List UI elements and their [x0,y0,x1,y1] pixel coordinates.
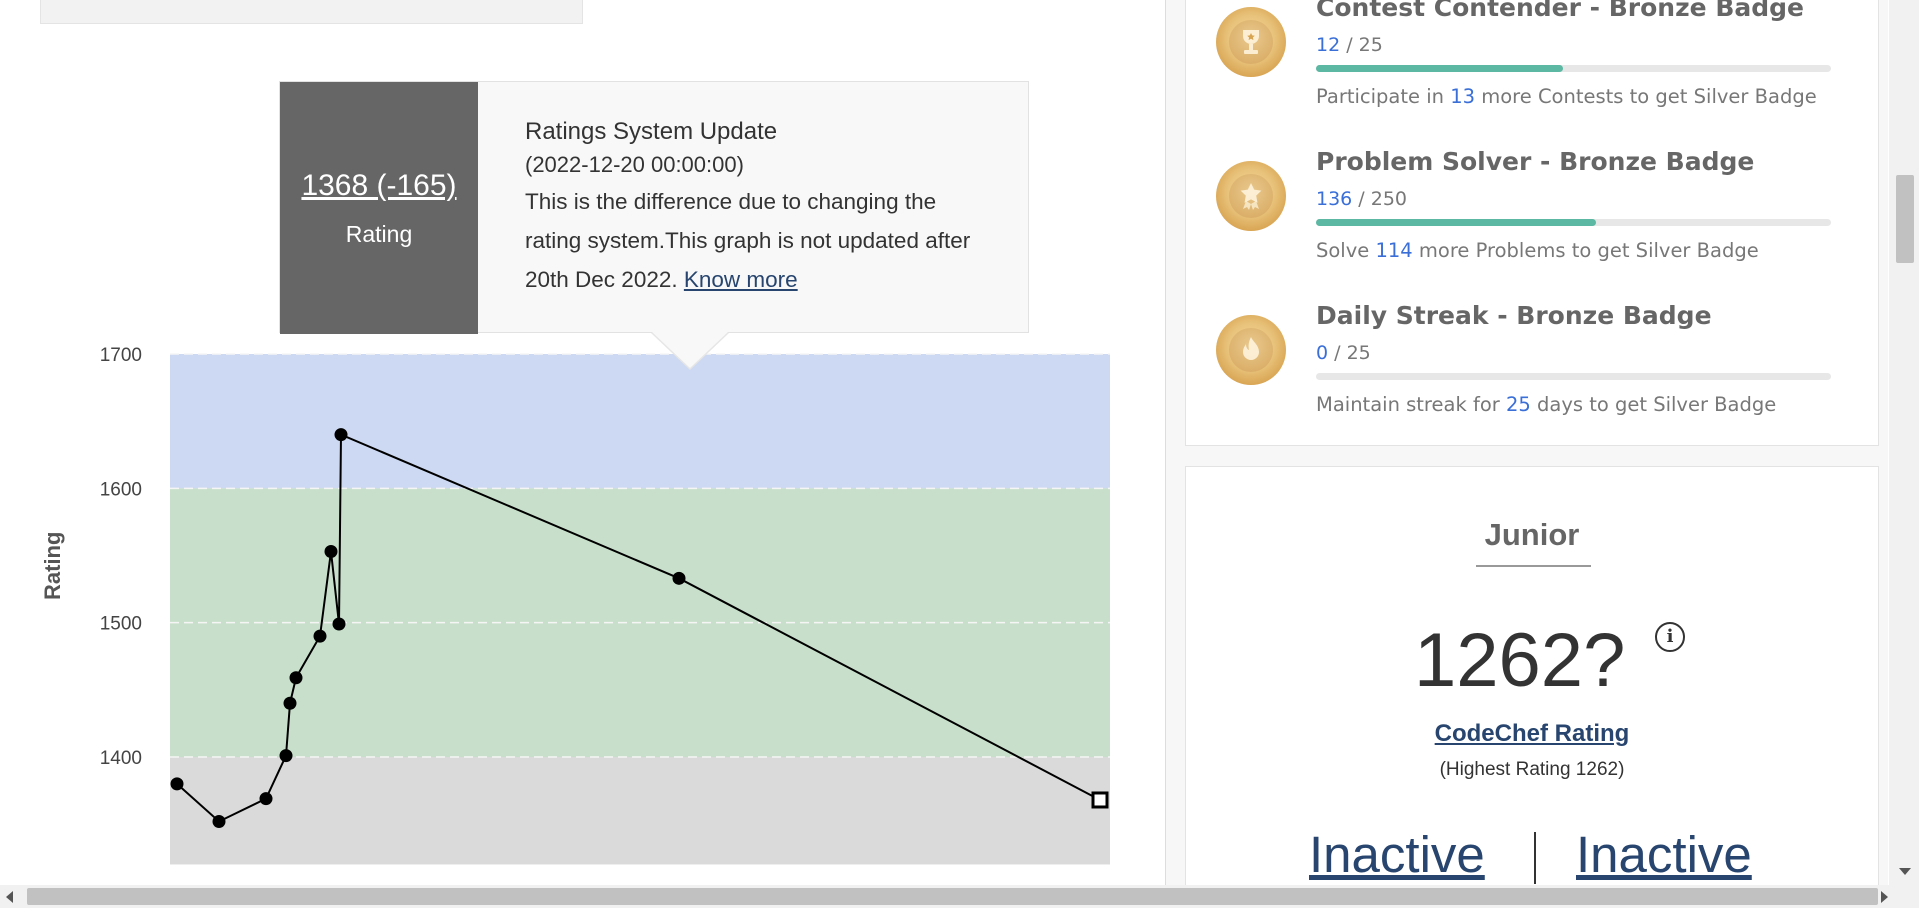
badge-progress-text: 12 / 25 [1316,34,1383,56]
tooltip-rating-value[interactable]: 1368 (-165) [301,169,457,202]
scroll-down-arrow-icon[interactable] [1899,868,1911,875]
global-rank-link[interactable]: Inactive [1309,826,1485,883]
rating-card: Junior 1262? i CodeChef Rating (Highest … [1185,466,1879,906]
badge-progress-total: / 25 [1340,34,1383,56]
scroll-left-arrow-icon[interactable] [6,891,13,903]
badge-title: Contest Contender - Bronze Badge [1316,0,1804,22]
country-rank-link[interactable]: Inactive [1576,826,1752,883]
chart-rating-band [170,757,1110,865]
badge-description: Participate in 13 more Contests to get S… [1316,85,1817,108]
chart-point [259,792,273,806]
chart-y-tick-label: 1500 [100,614,142,635]
badge-title: Problem Solver - Bronze Badge [1316,147,1755,176]
badge-progress-fill [1316,65,1564,72]
badge-desc-count: 25 [1505,393,1531,416]
chart-y-tick-label: 1600 [100,479,142,500]
tooltip-date: (2022-12-20 00:00:00) [525,152,744,177]
badge-progress-current: 0 [1316,342,1329,364]
know-more-link[interactable]: Know more [683,267,798,292]
tooltip-description: This is the difference due to changing t… [525,182,995,299]
codechef-rating-link[interactable]: CodeChef Rating [1434,720,1630,747]
badges-card: Contest Contender - Bronze Badge 12 / 25… [1185,0,1879,446]
graph-header-strip [40,0,583,24]
badge-progress-text: 136 / 250 [1316,188,1407,210]
chart-y-tick-label: 1700 [100,345,142,366]
rating-chart: 1700 1600 1500 1400 [100,345,1110,865]
badge-progress-total: / 25 [1328,342,1371,364]
chart-rating-band [170,354,1110,489]
badge-desc-text: Participate in [1316,85,1451,108]
badge-progress-total: / 250 [1352,188,1408,210]
rating-tooltip: 1368 (-165) Rating Ratings System Update… [279,81,1029,370]
chart-point [212,814,226,828]
badge-desc-count: 114 [1375,239,1413,262]
tooltip-arrow [652,332,728,368]
chart-point [334,428,348,442]
badge-progress-current: 136 [1316,188,1353,210]
chart-point-current [1091,791,1109,809]
chart-point [313,629,327,643]
panel-divider [1165,0,1166,885]
vertical-scrollbar-thumb[interactable] [1896,175,1914,263]
chart-series-line [176,433,1101,823]
badge-description: Maintain streak for 25 days to get Silve… [1316,393,1776,416]
chart-point [279,749,293,763]
chart-point [332,617,346,631]
tooltip-rating-label: Rating [345,221,413,247]
badge-desc-text: Solve [1316,239,1376,262]
badge-desc-text: more Problems to get Silver Badge [1412,239,1759,262]
tooltip-title: Ratings System Update [525,118,778,145]
badge-desc-text: more Contests to get Silver Badge [1475,85,1817,108]
badge-desc-count: 13 [1450,85,1476,108]
flame-icon [1216,315,1286,385]
highest-rating: (Highest Rating 1262) [1439,759,1625,780]
scroll-right-arrow-icon[interactable] [1881,891,1888,903]
vertical-scrollbar[interactable] [1889,0,1919,885]
badge-progress-fill [1316,219,1597,226]
chart-y-axis-label: Rating [40,531,65,600]
division-label: Junior [1484,517,1580,552]
info-icon[interactable]: i [1655,622,1685,652]
star-badge-icon [1216,161,1286,231]
badge-progress-current: 12 [1316,34,1341,56]
tooltip-rating-box: 1368 (-165) Rating [280,82,478,334]
rating-graph-panel: 1700 1600 1500 1400 Rating 1368 (-165) Rati… [40,0,1110,865]
tooltip-description-text: This is the difference due to changing t… [525,189,971,292]
badge-desc-text: Maintain streak for [1316,393,1506,416]
badge-title: Daily Streak - Bronze Badge [1316,301,1712,330]
badge-desc-text: days to get Silver Badge [1530,393,1777,416]
division-underline [1476,565,1591,567]
chart-y-tick-label: 1400 [100,748,142,769]
tooltip-content: Ratings System Update (2022-12-20 00:00:… [525,116,995,299]
trophy-icon [1216,7,1286,77]
chart-point [672,571,686,585]
rank-separator [1534,832,1536,884]
badge-progress-text: 0 / 25 [1316,342,1371,364]
horizontal-scrollbar-thumb[interactable] [27,888,1878,905]
horizontal-scrollbar[interactable] [0,885,1919,908]
current-rating: 1262? [1414,618,1626,703]
badge-progress-bar [1316,65,1831,72]
badge-description: Solve 114 more Problems to get Silver Ba… [1316,239,1759,262]
chart-point [283,696,297,710]
chart-point [170,777,184,791]
chart-point [289,671,303,685]
chart-point [324,544,338,558]
profile-sidebar: Contest Contender - Bronze Badge 12 / 25… [1166,0,1888,906]
badge-progress-bar [1316,373,1831,380]
badge-progress-bar [1316,219,1831,226]
